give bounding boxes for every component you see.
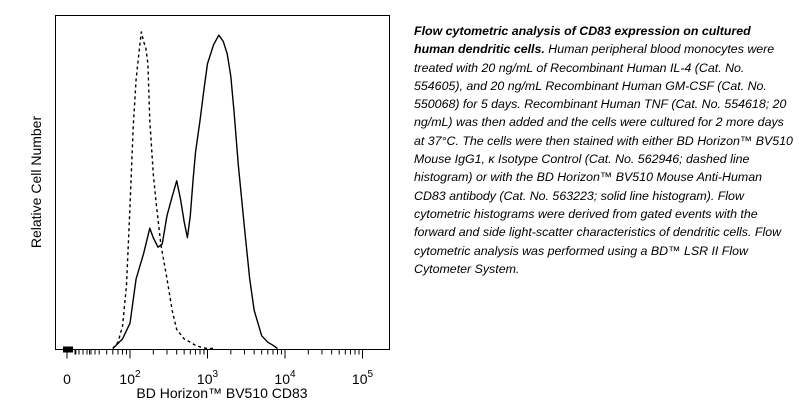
cd83-histogram <box>112 34 278 350</box>
x-tick-label: 0 <box>63 371 71 387</box>
histogram-series <box>112 31 278 350</box>
plot-frame <box>55 15 390 350</box>
histogram-chart: 0 102 103 104 105 BD Horizon™ BV510 CD83 Rel… <box>28 15 390 401</box>
x-tick-label: 104 <box>274 369 296 387</box>
x-tick-label: 105 <box>352 369 374 387</box>
x-tick-label: 102 <box>119 369 141 387</box>
x-tick-label: 103 <box>197 369 219 387</box>
x-axis-label: BD Horizon™ BV510 CD83 <box>136 385 307 401</box>
figure-caption: Flow cytometric analysis of CD83 express… <box>414 22 794 278</box>
x-axis-ticks <box>63 346 363 359</box>
y-axis-label: Relative Cell Number <box>28 116 44 249</box>
caption-body: Human peripheral blood monocytes were tr… <box>414 42 793 276</box>
x-axis-tick-labels: 0 102 103 104 105 <box>63 369 373 387</box>
isotype-control-histogram <box>112 31 214 350</box>
caption-title: Flow cytometric analysis of CD83 express… <box>414 24 751 57</box>
